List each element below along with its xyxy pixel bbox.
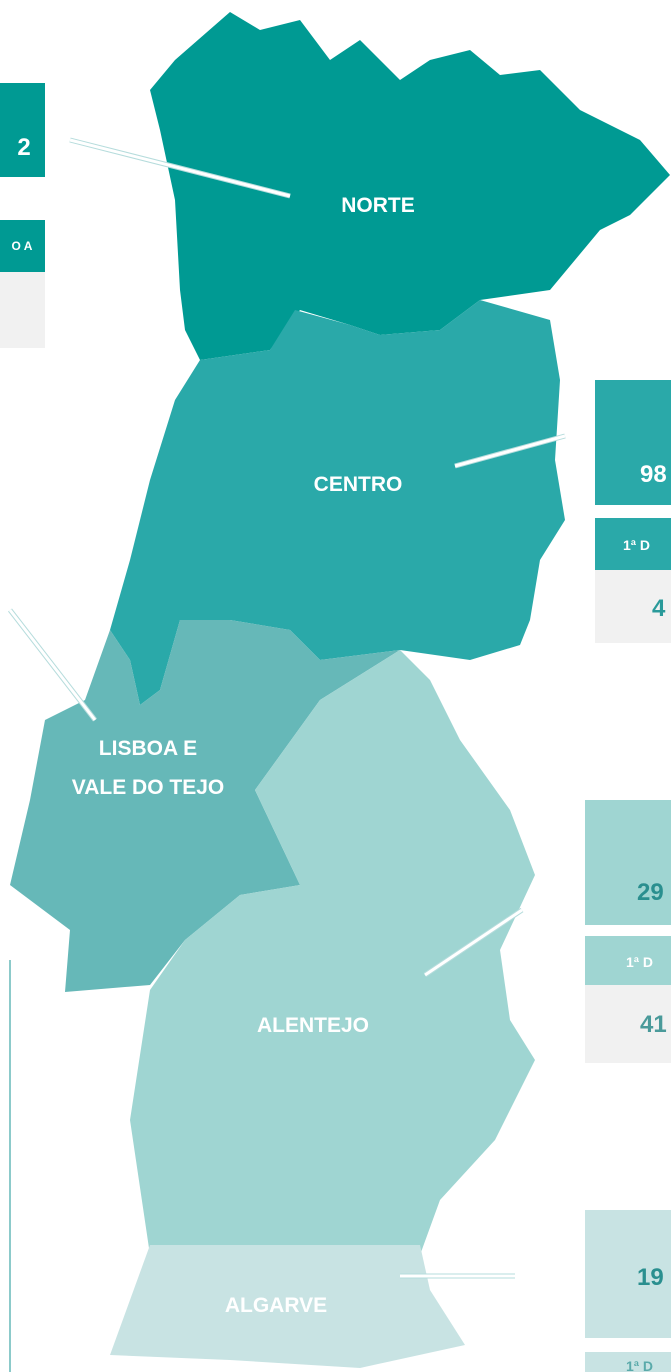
box-label: O A [12, 239, 33, 253]
box-value: 2 [17, 134, 30, 161]
region-alentejo [130, 650, 535, 1255]
box-label: 1ª D [623, 537, 650, 553]
info-box [595, 380, 671, 505]
box-label: 1ª D [626, 1358, 653, 1372]
box-detail: 41 [640, 1011, 667, 1038]
info-detail [595, 570, 671, 643]
region-lisboa [10, 620, 400, 992]
info-strip [585, 936, 671, 985]
region-label: LISBOA E [99, 737, 197, 760]
leader-line [8, 609, 97, 721]
box-value: 98 [640, 461, 667, 488]
region-centro [110, 300, 565, 705]
region-label: NORTE [341, 194, 415, 217]
box-value: 29 [637, 879, 664, 906]
region-norte [150, 12, 670, 360]
box-label: 1ª D [626, 954, 653, 970]
box-detail: 4 [652, 595, 666, 622]
info-box [585, 1210, 671, 1338]
info-detail [585, 985, 671, 1063]
info-strip [585, 1352, 671, 1372]
info-strip [595, 518, 671, 570]
region-label: VALE DO TEJO [72, 776, 224, 799]
region-label: CENTRO [314, 473, 403, 496]
region-algarve [110, 1245, 465, 1368]
leader-line [69, 138, 291, 198]
leader-line [454, 434, 566, 468]
box-value: 19 [637, 1264, 664, 1291]
info-detail [0, 272, 45, 348]
region-label: ALENTEJO [257, 1014, 369, 1037]
leader-line [424, 908, 523, 977]
info-strip [0, 220, 45, 272]
info-box [585, 800, 671, 925]
region-label: ALGARVE [225, 1294, 327, 1317]
info-box [0, 83, 45, 177]
